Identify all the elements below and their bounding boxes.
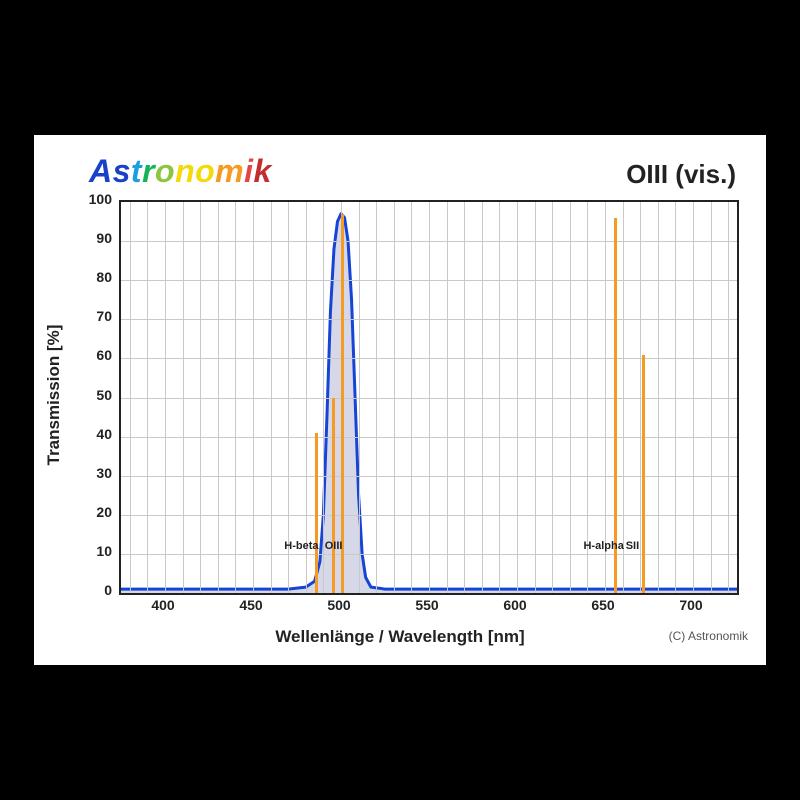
ytick-label: 20	[77, 504, 112, 520]
gridline-h	[121, 241, 737, 242]
emission-label-SII: SII	[626, 540, 639, 552]
gridline-h	[121, 280, 737, 281]
ytick-label: 70	[77, 308, 112, 324]
ytick-label: 10	[77, 543, 112, 559]
emission-label-H-beta: H-beta	[284, 540, 318, 552]
xtick-label: 400	[143, 597, 183, 613]
ytick-label: 90	[77, 230, 112, 246]
x-axis-label: Wellenlänge / Wavelength [nm]	[275, 627, 524, 647]
emission-label-OIII-2: OIII	[325, 540, 343, 552]
plot-area: H-beta OIII H-alphaSII	[119, 200, 739, 595]
xtick-label: 600	[495, 597, 535, 613]
emission-line-H-alpha	[614, 218, 617, 593]
ytick-label: 60	[77, 347, 112, 363]
brand-title: Astronomik	[89, 153, 272, 190]
y-axis-label: Transmission [%]	[44, 325, 64, 466]
ytick-label: 30	[77, 465, 112, 481]
filter-name: OIII (vis.)	[626, 159, 736, 190]
emission-label-H-alpha: H-alpha	[583, 540, 623, 552]
emission-line-SII	[642, 355, 645, 594]
ytick-label: 80	[77, 269, 112, 285]
emission-line-OIII-2	[341, 214, 344, 593]
xtick-label: 450	[231, 597, 271, 613]
chart-card: Astronomik OIII (vis.) Transmission [%] …	[34, 135, 766, 665]
xtick-label: 500	[319, 597, 359, 613]
xtick-label: 550	[407, 597, 447, 613]
emission-line-OIII-1	[332, 398, 335, 594]
ytick-label: 50	[77, 387, 112, 403]
ytick-label: 100	[77, 191, 112, 207]
xtick-label: 700	[671, 597, 711, 613]
ytick-label: 0	[77, 582, 112, 598]
ytick-label: 40	[77, 426, 112, 442]
emission-line-H-beta	[315, 433, 318, 593]
gridline-h	[121, 319, 737, 320]
xtick-label: 650	[583, 597, 623, 613]
credit-text: (C) Astronomik	[669, 629, 748, 643]
